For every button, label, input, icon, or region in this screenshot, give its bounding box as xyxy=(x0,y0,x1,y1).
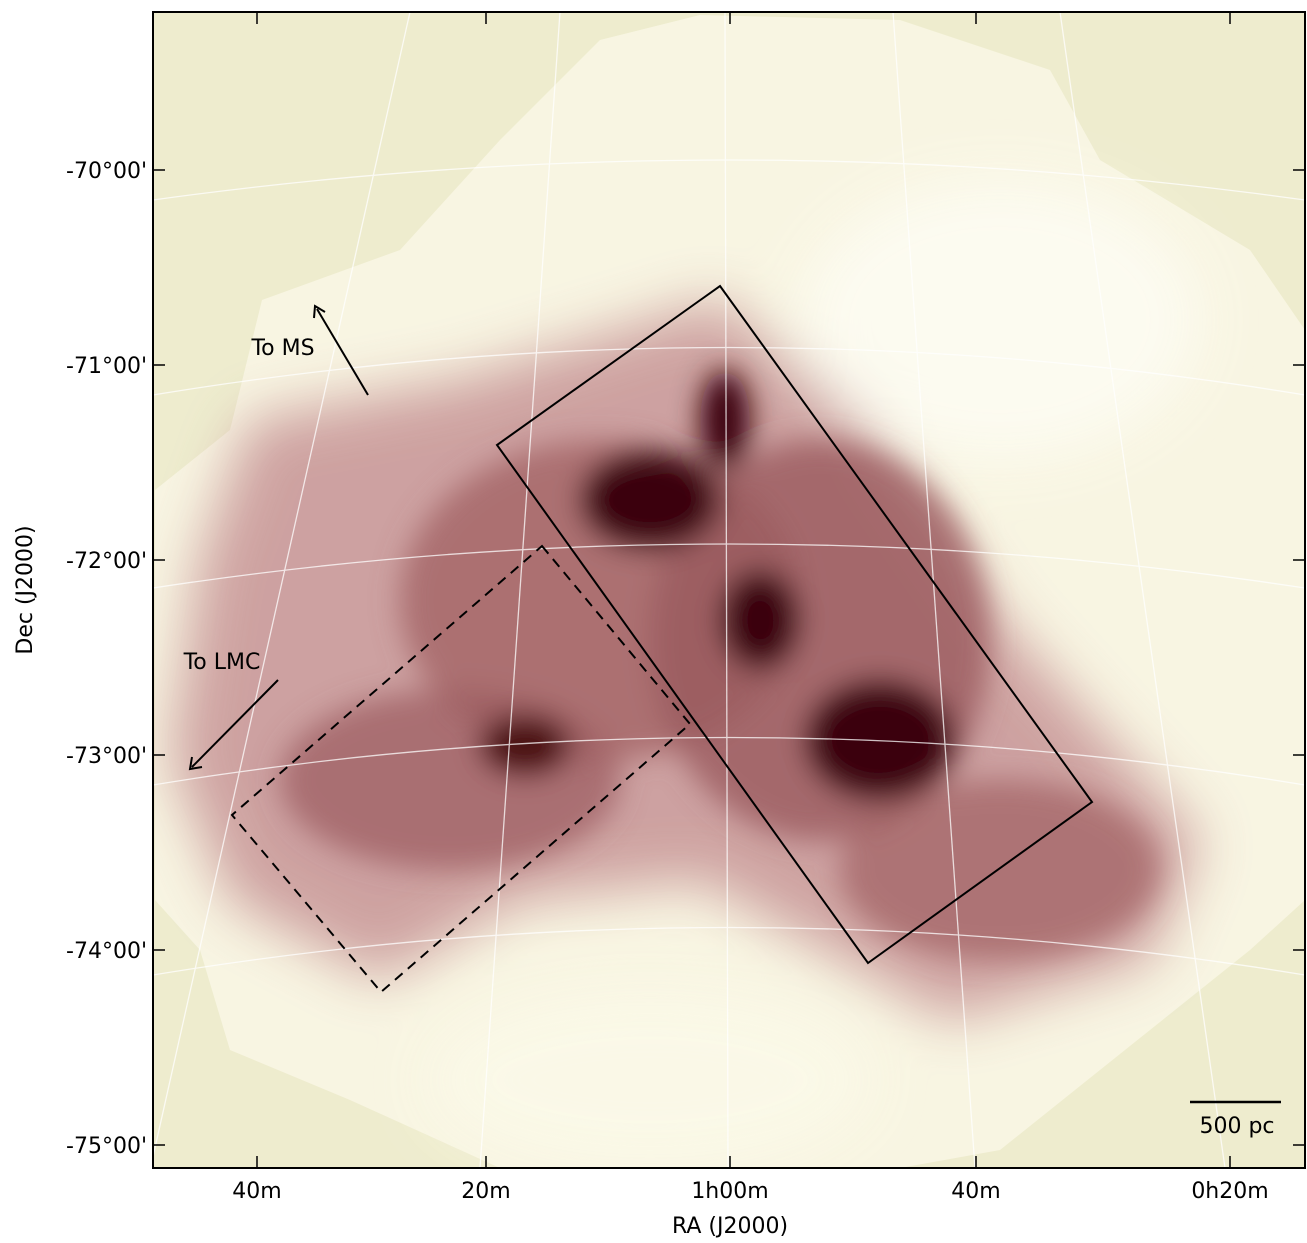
x-tick-label: 20m xyxy=(461,1179,510,1204)
annotation: To LMC xyxy=(183,650,261,675)
y-tick-label: -71°00' xyxy=(66,354,147,379)
x-tick-label: 1h00m xyxy=(691,1179,768,1204)
y-tick-label: -70°00' xyxy=(66,159,147,184)
x-axis-label: RA (J2000) xyxy=(672,1214,788,1239)
x-tick-label: 40m xyxy=(232,1179,281,1204)
sky-image xyxy=(150,12,1305,1170)
y-tick-label: -74°00' xyxy=(66,939,147,964)
annotation: To MS xyxy=(250,336,314,361)
figure: To MS To LMC 500 pc RA (J2000) Dec (J200… xyxy=(0,0,1307,1243)
y-tick-label: -75°00' xyxy=(66,1134,147,1159)
y-axis-label: Dec (J2000) xyxy=(13,525,38,654)
x-tick-label: 0h20m xyxy=(1191,1179,1268,1204)
y-tick-label: -72°00' xyxy=(66,549,147,574)
y-tick-label: -73°00' xyxy=(66,744,147,769)
x-tick-label: 40m xyxy=(951,1179,1000,1204)
scale-bar-label: 500 pc xyxy=(1199,1114,1274,1139)
